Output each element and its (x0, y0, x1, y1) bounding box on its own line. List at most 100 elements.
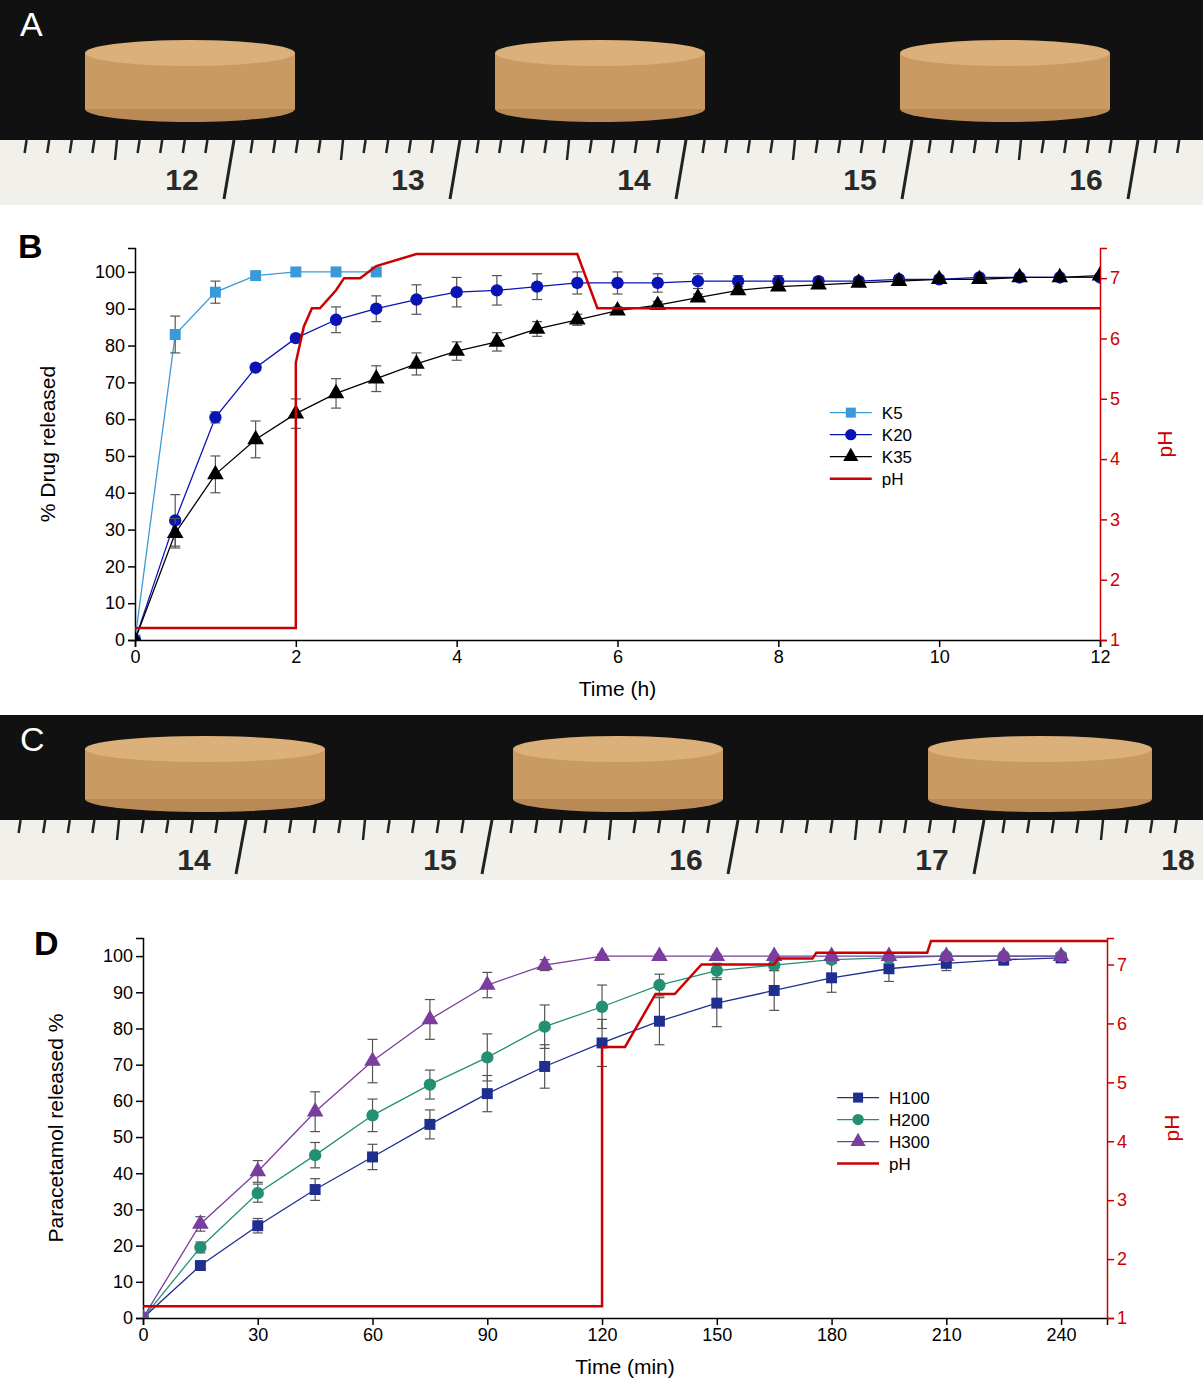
y2-tick-mark (1100, 278, 1107, 280)
error-bar-cap (827, 992, 837, 993)
y2-tick-label: 2 (1110, 570, 1120, 590)
error-bar-cap (253, 1160, 263, 1161)
y-tick-mark (128, 345, 135, 347)
error-bar-cap (769, 1010, 779, 1011)
x-tick: 6 (613, 640, 623, 667)
error-bar-cap (452, 306, 462, 307)
ruler-tick (1126, 820, 1128, 833)
error-bar-cap (540, 970, 550, 971)
ruler-tick (584, 820, 586, 833)
legend-entry: K35 (830, 448, 912, 467)
y-tick-label: 100 (103, 946, 133, 966)
x-tick: 12 (1090, 640, 1110, 667)
y2-tick: 1 (1100, 630, 1120, 650)
y2-tick: 2 (1100, 570, 1120, 590)
error-bar-cap (411, 314, 421, 315)
error-bar-cap (411, 352, 421, 353)
error-bar-cap (368, 1039, 378, 1040)
legend-swatch-line (830, 477, 872, 480)
ruler-tick (461, 820, 463, 833)
marker (536, 956, 553, 970)
ruler-label: 16 (669, 843, 702, 876)
ruler-tick (431, 140, 433, 153)
y2-tick-label: 7 (1117, 955, 1127, 975)
y-tick: 60 (105, 409, 135, 429)
error-bar (540, 1045, 550, 1088)
marker (424, 1119, 435, 1130)
ruler-tick (314, 820, 316, 833)
y2-tick: 2 (1107, 1249, 1127, 1269)
y2-axis: 1234567 (1100, 249, 1120, 651)
ruler-label: 13 (391, 163, 424, 196)
marker (489, 332, 506, 346)
ruler-tick (657, 140, 659, 153)
y-tick-label: 50 (105, 446, 125, 466)
x-tick: 210 (932, 1318, 962, 1345)
ruler-tick (974, 140, 976, 153)
y2-tick-label: 5 (1117, 1073, 1127, 1093)
marker (651, 946, 668, 960)
y-tick-mark (136, 1101, 143, 1103)
error-bar-cap (482, 972, 492, 973)
y2-tick-mark (1107, 1141, 1114, 1143)
ruler-major-tick (974, 820, 984, 874)
ruler-tick (838, 140, 840, 153)
ruler-tick (1042, 140, 1044, 153)
marker (249, 1162, 266, 1176)
y2-tick: 3 (1100, 510, 1120, 530)
error-bar-cap (482, 1111, 492, 1112)
legend-swatch-marker (843, 448, 858, 461)
ruler-tick (273, 140, 275, 153)
x-tick-label: 240 (1047, 1325, 1077, 1345)
marker (330, 314, 342, 326)
error-bar-cap (371, 391, 381, 392)
ruler-tick (70, 140, 72, 153)
ruler-tick (770, 140, 772, 153)
marker (850, 273, 867, 287)
x-tick: 30 (248, 1318, 268, 1345)
tablet-top (513, 736, 723, 762)
error-bar-cap (368, 1169, 378, 1170)
marker (1051, 268, 1068, 282)
ruler-tick (115, 140, 117, 160)
ruler-tick (658, 820, 660, 833)
y-tick-label: 0 (115, 630, 125, 650)
y-tick-mark (136, 1137, 143, 1139)
ruler (0, 140, 1203, 205)
y-tick-label: 60 (105, 409, 125, 429)
x-tick: 60 (363, 1318, 383, 1345)
ruler-tick (160, 140, 162, 153)
y-tick-label: 90 (105, 299, 125, 319)
x-axis-title: Time (h) (579, 677, 656, 700)
ruler-tick (707, 820, 709, 833)
y-tick: 0 (115, 630, 135, 650)
x-tick: 8 (774, 640, 784, 667)
marker (252, 1187, 264, 1199)
y-tick-label: 70 (113, 1055, 133, 1075)
error-bar-cap (170, 494, 180, 495)
chart: 02468101201020304050607080901001234567Ti… (18, 227, 1176, 700)
error-bar-cap (597, 984, 607, 985)
error-bar-cap (368, 1098, 378, 1099)
ruler-tick (748, 140, 750, 153)
y-tick-mark (136, 1318, 143, 1320)
ruler-tick (522, 140, 524, 153)
marker (711, 964, 723, 976)
error-bar-cap (572, 293, 582, 294)
x-tick-label: 210 (932, 1325, 962, 1345)
error-bar-cap (654, 1044, 664, 1045)
ruler-tick (25, 140, 27, 153)
marker (479, 975, 496, 989)
y2-tick-label: 6 (1110, 329, 1120, 349)
error-bar (482, 1076, 492, 1112)
legend-label: pH (882, 470, 904, 489)
marker (408, 354, 425, 368)
legend-swatch-line (837, 1162, 879, 1165)
ruler-tick (68, 820, 70, 833)
marker (538, 1020, 550, 1032)
y-tick-label: 80 (113, 1019, 133, 1039)
y2-tick-mark (1107, 1023, 1114, 1025)
series-line (135, 276, 1100, 640)
error-bar-cap (532, 299, 542, 300)
ruler-tick (1155, 140, 1157, 153)
